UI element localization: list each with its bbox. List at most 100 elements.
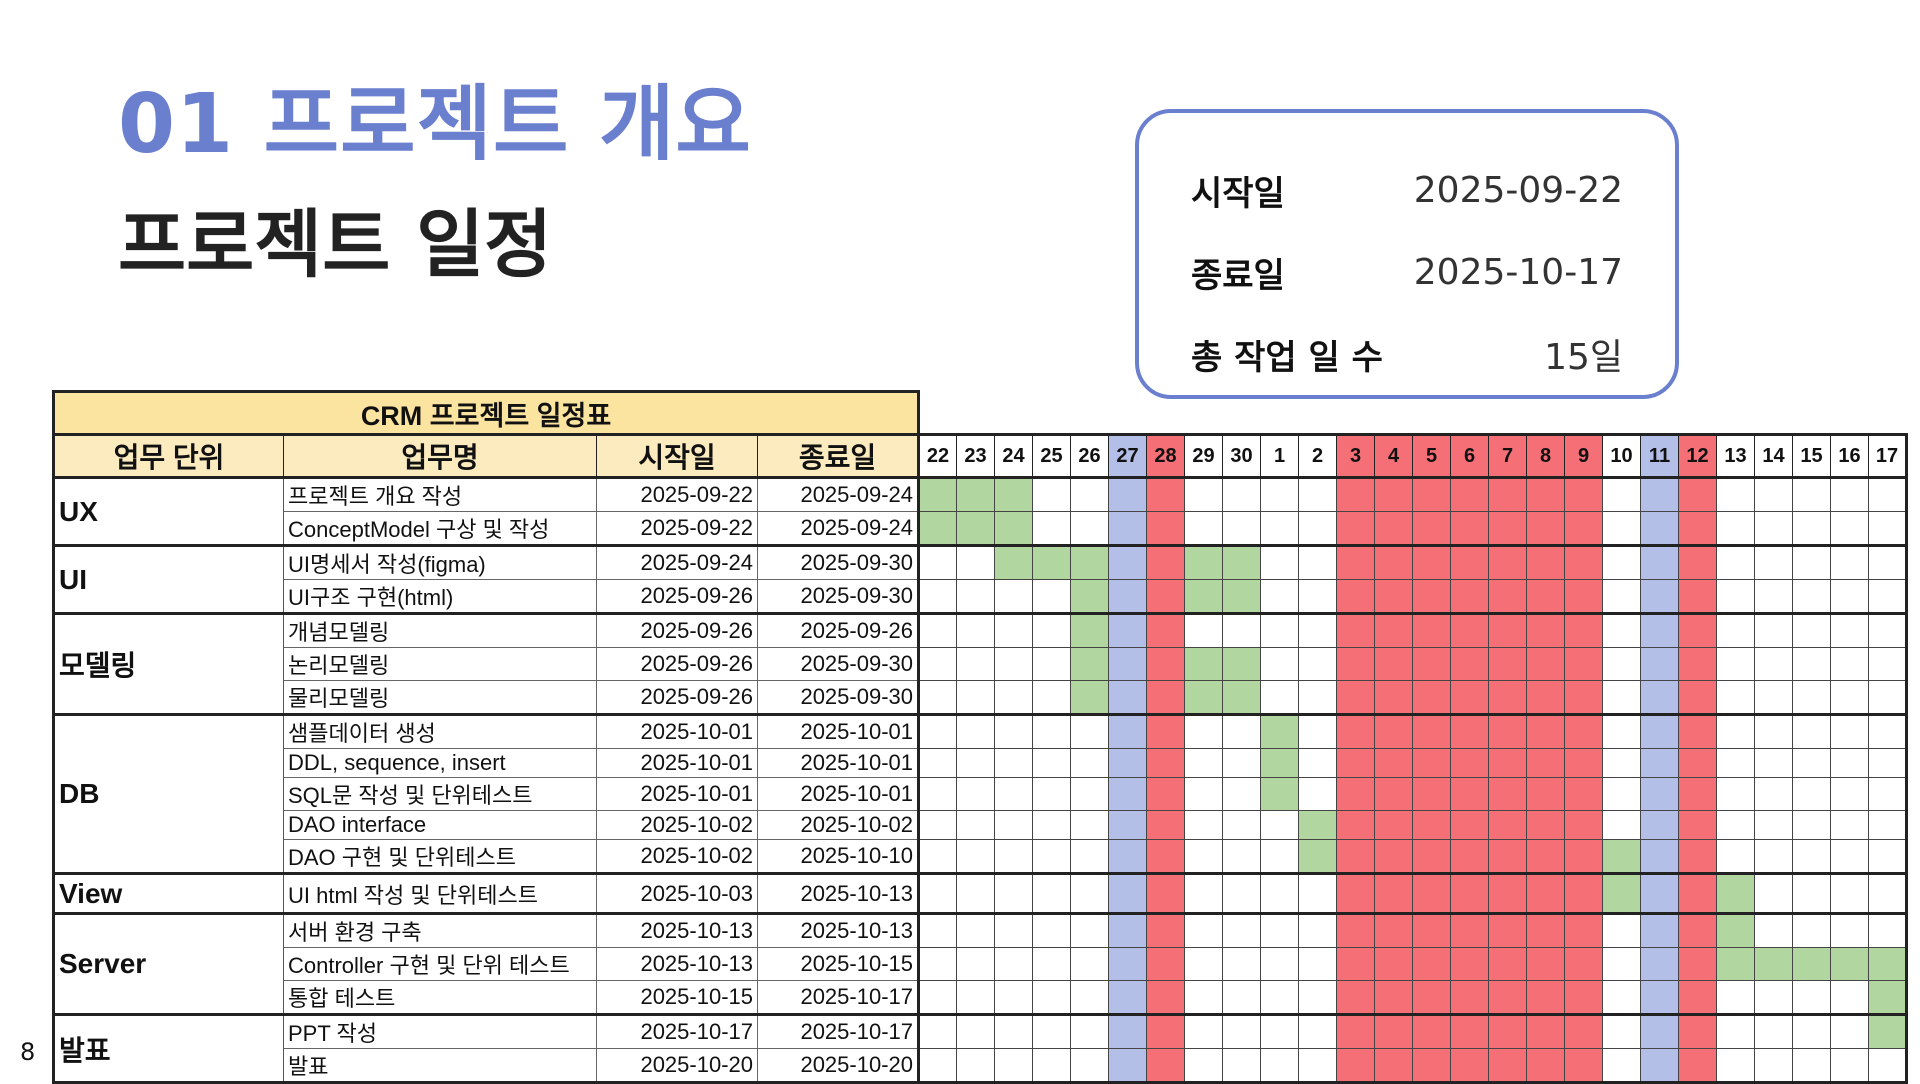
gantt-day-cell <box>1640 947 1679 981</box>
schedule-table: CRM 프로젝트 일정표 업무 단위 업무명 시작일 종료일 22 23 24 25 26 27 28… <box>52 390 1908 1084</box>
gantt-day-cell <box>1602 1048 1641 1084</box>
gantt-day-cell <box>918 839 957 874</box>
gantt-day-cell <box>1412 1013 1451 1049</box>
gantt-day-cell <box>1184 980 1223 1015</box>
gantt-day-cell <box>956 544 995 580</box>
gantt-day-cell <box>994 612 1033 648</box>
gantt-day-cell <box>1146 647 1185 681</box>
gantt-day-cell <box>1526 511 1565 546</box>
start-label: 시작일 <box>1191 173 1285 214</box>
gantt-day-cell <box>994 777 1033 811</box>
gantt-bar-cell <box>1070 544 1109 580</box>
gantt-day-cell <box>1526 680 1565 715</box>
gantt-day-cell <box>1070 1048 1109 1084</box>
gantt-day-cell <box>1070 777 1109 811</box>
gantt-day-cell <box>1868 476 1908 512</box>
gantt-day-cell <box>1602 947 1641 981</box>
gantt-day-cell <box>1602 476 1641 512</box>
gantt-day-cell <box>1526 612 1565 648</box>
gantt-day-cell <box>918 713 957 749</box>
gantt-day-cell <box>1488 647 1527 681</box>
gantt-day-cell <box>1108 579 1147 614</box>
gantt-day-cell <box>1868 511 1908 546</box>
gantt-day-cell <box>1222 713 1261 749</box>
gantt-day-cell <box>1488 777 1527 811</box>
gantt-day-cell <box>1032 810 1071 840</box>
gantt-day-cell <box>918 777 957 811</box>
gantt-day-cell <box>1526 810 1565 840</box>
gantt-day-cell <box>1754 912 1793 948</box>
gantt-day-cell <box>1564 612 1603 648</box>
gantt-day-cell <box>1222 1048 1261 1084</box>
day-header: 15 <box>1792 433 1831 479</box>
task-name: 프로젝트 개요 작성 <box>283 476 597 512</box>
gantt-day-cell <box>1450 579 1489 614</box>
gantt-bar-cell <box>1184 579 1223 614</box>
gantt-day-cell <box>1184 777 1223 811</box>
gantt-day-cell <box>1298 980 1337 1015</box>
task-start-date: 2025-10-20 <box>596 1048 758 1084</box>
task-start-date: 2025-09-26 <box>596 612 758 648</box>
gantt-day-cell <box>1298 579 1337 614</box>
gantt-day-cell <box>1336 713 1375 749</box>
gantt-day-cell <box>1640 476 1679 512</box>
day-header: 28 <box>1146 433 1185 479</box>
gantt-day-cell <box>1260 839 1299 874</box>
gantt-day-cell <box>1070 1013 1109 1049</box>
gantt-day-cell <box>1678 810 1717 840</box>
gantt-day-cell <box>1412 612 1451 648</box>
gantt-day-cell <box>1564 1013 1603 1049</box>
gantt-bar-cell <box>1868 980 1908 1015</box>
gantt-day-cell <box>1374 980 1413 1015</box>
gantt-bar-cell <box>994 544 1033 580</box>
gantt-day-cell <box>1412 579 1451 614</box>
days-label: 총 작업 일 수 <box>1191 337 1383 378</box>
gantt-day-cell <box>1678 1048 1717 1084</box>
table-row: 발표 2025-10-20 2025-10-20 <box>54 1048 1908 1084</box>
gantt-day-cell <box>1450 612 1489 648</box>
gantt-day-cell <box>1146 947 1185 981</box>
gantt-day-cell <box>1374 647 1413 681</box>
gantt-day-cell <box>1792 544 1831 580</box>
gantt-day-cell <box>1450 1013 1489 1049</box>
gantt-bar-cell <box>1184 680 1223 715</box>
day-header: 25 <box>1032 433 1071 479</box>
task-start-date: 2025-10-13 <box>596 912 758 948</box>
gantt-day-cell <box>956 777 995 811</box>
table-row: DB 샘플데이터 생성 2025-10-01 2025-10-01 <box>52 713 1908 874</box>
project-summary-card: 시작일 2025-09-22 종료일 2025-10-17 총 작업 일 수 1… <box>1135 109 1679 399</box>
gantt-day-cell <box>994 980 1033 1015</box>
gantt-day-cell <box>1488 810 1527 840</box>
gantt-day-cell <box>1488 980 1527 1015</box>
gantt-day-cell <box>1526 748 1565 778</box>
gantt-day-cell <box>1602 980 1641 1015</box>
gantt-day-cell <box>1716 980 1755 1015</box>
gantt-day-cell <box>1602 579 1641 614</box>
gantt-day-cell <box>1754 980 1793 1015</box>
gantt-day-cell <box>1640 713 1679 749</box>
gantt-day-cell <box>1640 680 1679 715</box>
gantt-day-cell <box>1678 1013 1717 1049</box>
gantt-day-cell <box>1564 713 1603 749</box>
gantt-day-cell <box>1298 777 1337 811</box>
group-label: Server <box>52 912 284 1015</box>
day-header: 17 <box>1868 433 1908 479</box>
gantt-day-cell <box>1716 680 1755 715</box>
task-start-date: 2025-09-22 <box>596 511 758 546</box>
gantt-day-cell <box>1716 544 1755 580</box>
gantt-day-cell <box>1184 612 1223 648</box>
gantt-bar-cell <box>1070 647 1109 681</box>
gantt-bar-cell <box>1792 947 1831 981</box>
gantt-day-cell <box>1032 713 1071 749</box>
gantt-day-cell <box>1108 777 1147 811</box>
gantt-day-cell <box>1564 872 1603 914</box>
column-header-2: 업무명 <box>283 433 597 479</box>
gantt-day-cell <box>1792 980 1831 1015</box>
gantt-day-cell <box>918 748 957 778</box>
gantt-day-cell <box>1222 1013 1261 1049</box>
gantt-day-cell <box>1868 1048 1908 1084</box>
gantt-day-cell <box>1108 647 1147 681</box>
gantt-day-cell <box>956 980 995 1015</box>
gantt-day-cell <box>1412 511 1451 546</box>
gantt-day-cell <box>1678 579 1717 614</box>
